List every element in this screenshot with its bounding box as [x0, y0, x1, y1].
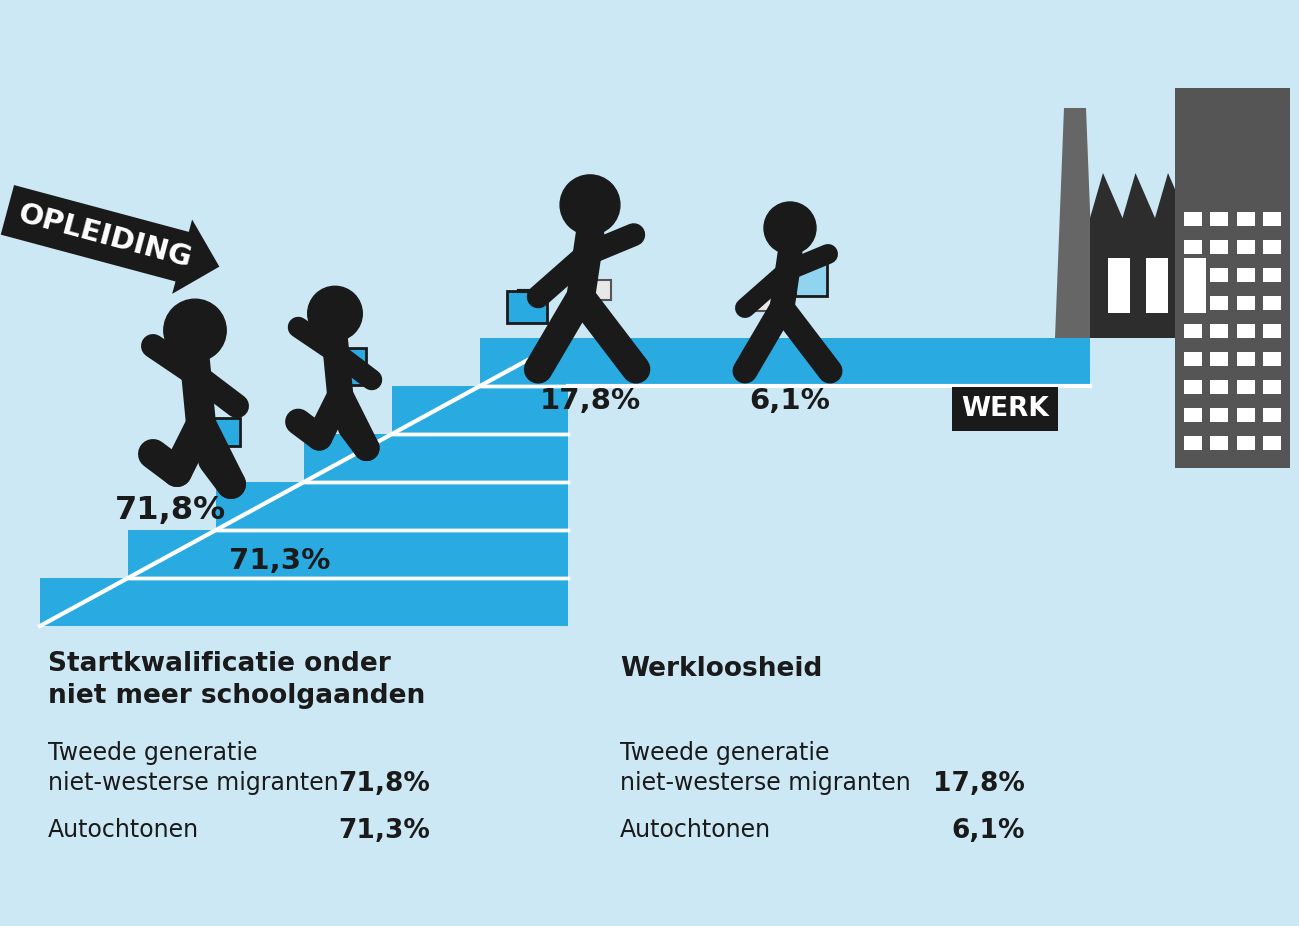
Polygon shape — [1122, 173, 1155, 218]
Text: 6,1%: 6,1% — [951, 818, 1025, 844]
Bar — [1211, 212, 1228, 226]
Bar — [1146, 258, 1168, 313]
Polygon shape — [40, 338, 568, 626]
Bar — [1264, 324, 1281, 338]
Bar — [205, 418, 240, 446]
Bar — [1211, 240, 1228, 254]
Text: 71,8%: 71,8% — [114, 495, 226, 527]
Text: niet meer schoolgaanden: niet meer schoolgaanden — [48, 683, 425, 709]
Text: 71,8%: 71,8% — [338, 771, 430, 797]
Text: Tweede generatie: Tweede generatie — [48, 741, 257, 765]
Bar — [1211, 380, 1228, 394]
Circle shape — [764, 202, 816, 254]
Bar — [1090, 218, 1220, 338]
Text: Autochtonen: Autochtonen — [620, 818, 772, 842]
Bar — [1183, 408, 1202, 422]
Bar — [1211, 268, 1228, 282]
Bar — [568, 338, 1090, 386]
Circle shape — [164, 299, 226, 361]
Bar — [1264, 380, 1281, 394]
Text: niet-westerse migranten: niet-westerse migranten — [48, 771, 339, 795]
Bar — [1183, 258, 1205, 313]
Polygon shape — [1055, 108, 1095, 338]
Bar — [1183, 296, 1202, 310]
Polygon shape — [1187, 173, 1220, 218]
Bar — [1264, 240, 1281, 254]
Text: OPLEIDING: OPLEIDING — [16, 199, 195, 272]
Bar — [795, 258, 827, 296]
Bar — [1237, 352, 1255, 366]
Bar — [1264, 408, 1281, 422]
Bar — [1237, 436, 1255, 450]
Bar — [1264, 296, 1281, 310]
Bar — [1211, 352, 1228, 366]
Text: WERK: WERK — [961, 396, 1048, 422]
Bar — [1264, 352, 1281, 366]
Bar — [1211, 436, 1228, 450]
Bar — [1237, 296, 1255, 310]
Text: Startkwalificatie onder: Startkwalificatie onder — [48, 651, 391, 677]
Bar — [1211, 408, 1228, 422]
Bar — [1237, 212, 1255, 226]
Bar — [752, 291, 782, 311]
Text: Tweede generatie: Tweede generatie — [620, 741, 830, 765]
Bar — [1237, 380, 1255, 394]
Bar — [1183, 240, 1202, 254]
Bar — [1183, 380, 1202, 394]
Text: 17,8%: 17,8% — [539, 387, 640, 415]
Bar — [1183, 436, 1202, 450]
Bar — [330, 348, 366, 385]
Circle shape — [308, 286, 362, 341]
Bar — [1183, 324, 1202, 338]
Bar — [1237, 240, 1255, 254]
Bar — [1183, 268, 1202, 282]
Bar — [1237, 268, 1255, 282]
Bar — [1211, 296, 1228, 310]
Bar — [1264, 268, 1281, 282]
Circle shape — [560, 175, 620, 234]
Bar — [1183, 352, 1202, 366]
Text: 71,3%: 71,3% — [338, 818, 430, 844]
Bar — [1211, 324, 1228, 338]
Text: niet-westerse migranten: niet-westerse migranten — [620, 771, 911, 795]
Polygon shape — [1090, 173, 1122, 218]
Text: 17,8%: 17,8% — [933, 771, 1025, 797]
Bar — [1264, 436, 1281, 450]
Text: 71,3%: 71,3% — [230, 547, 331, 575]
Text: 6,1%: 6,1% — [750, 387, 830, 415]
Bar — [1108, 258, 1130, 313]
Bar — [1237, 408, 1255, 422]
Text: Autochtonen: Autochtonen — [48, 818, 199, 842]
Bar — [1264, 212, 1281, 226]
Bar — [1183, 212, 1202, 226]
Bar — [578, 280, 611, 300]
Polygon shape — [1155, 173, 1187, 218]
Bar — [1237, 324, 1255, 338]
Text: Werkloosheid: Werkloosheid — [620, 656, 822, 682]
Bar — [507, 291, 547, 323]
Bar — [1176, 88, 1290, 468]
